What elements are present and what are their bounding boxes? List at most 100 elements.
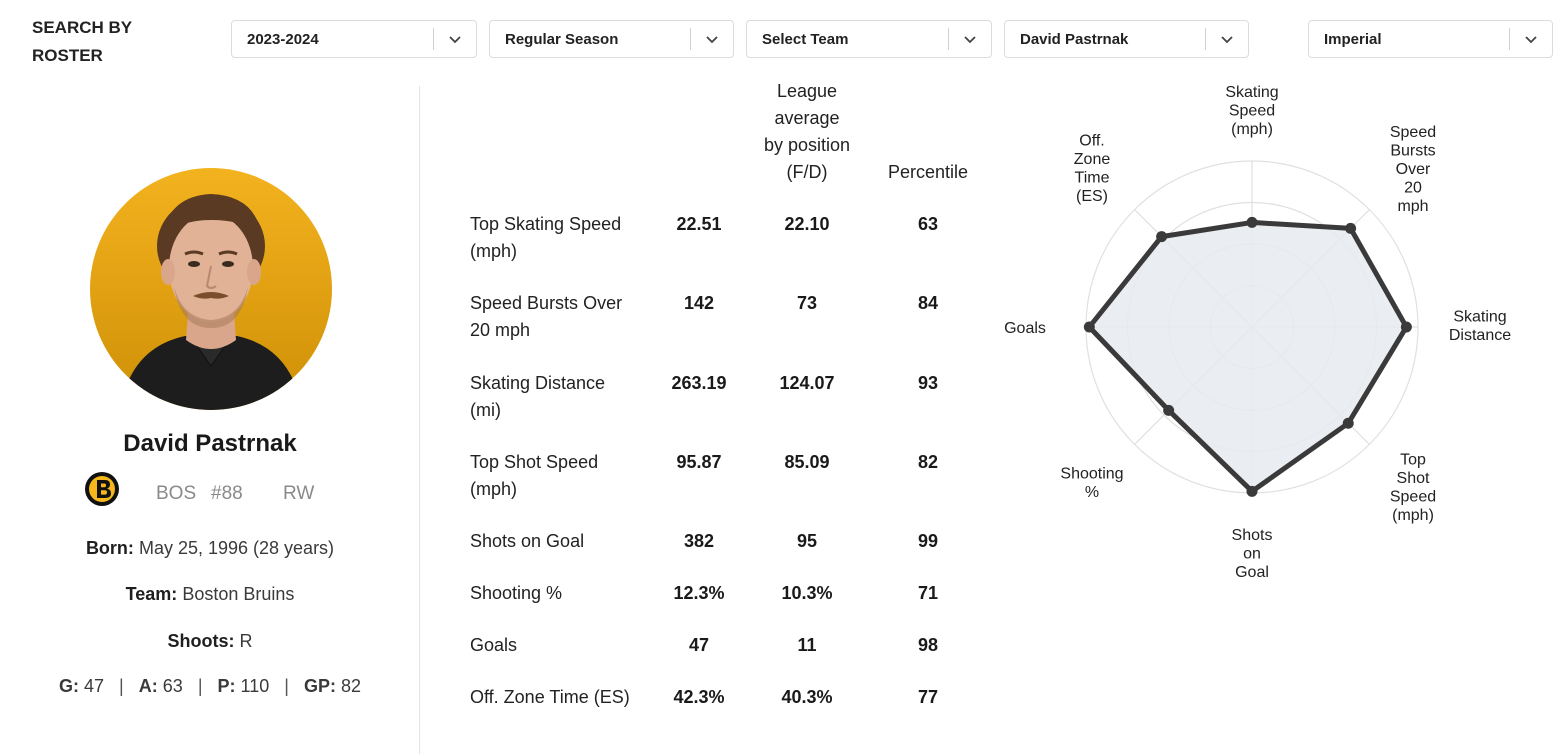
table-row-label: Top Skating Speed (mph) (470, 211, 660, 265)
radar-axis-label-line: Off. (1079, 133, 1105, 150)
table-row-label-line: Off. Zone Time (ES) (470, 687, 630, 707)
table-row-label-line: Top Shot Speed (470, 452, 599, 472)
player-select-value: David Pastrnak (1020, 30, 1129, 48)
season-select[interactable]: 2023-2024 (231, 20, 477, 58)
percentile-cell: 63 (917, 214, 939, 234)
season-type-select[interactable]: Regular Season (489, 20, 734, 58)
assists-value: 63 (162, 676, 183, 696)
table-row-label: Shots on Goal (470, 528, 660, 555)
dropdown-separator (948, 28, 949, 50)
radar-axis-label-line: Shot (1397, 470, 1430, 487)
player-headshot-image (90, 168, 332, 410)
radar-axis-label-line: mph (1397, 198, 1428, 215)
radar-data-polygon (1086, 219, 1409, 494)
chevron-down-icon[interactable] (949, 21, 991, 57)
table-row-label: Shooting % (470, 580, 660, 607)
table-row-label-line: (mph) (470, 241, 518, 261)
goals-value: 47 (84, 676, 105, 696)
table-row-label-line: 20 mph (470, 320, 531, 340)
season-stats-summary: G: 47 | A: 63 | P: 110 | GP: 82 (0, 676, 420, 697)
radar-data-point (1163, 404, 1175, 416)
league-average-cell: 124.07 (779, 373, 835, 393)
radar-axis-label-line: (ES) (1076, 188, 1108, 205)
shoots-info: Shoots: R (0, 631, 420, 652)
stat-separator: | (119, 676, 124, 696)
radar-data-point (1156, 231, 1168, 243)
radar-data-point (1345, 222, 1357, 234)
table-row-label-line: Shots on Goal (470, 531, 585, 551)
team-select[interactable]: Select Team (746, 20, 992, 58)
league-average-cell: 11 (797, 635, 817, 655)
team-value: Boston Bruins (182, 584, 295, 604)
table-row-label-line: (mph) (470, 479, 518, 499)
points-label: P: (217, 676, 236, 696)
percentile-cell: 77 (917, 687, 939, 707)
radar-axis-label: Goals (1004, 320, 1046, 337)
radar-axis-label-line: Shots (1232, 527, 1273, 544)
shoots-label: Shoots: (167, 631, 235, 651)
radar-data-point (1342, 417, 1354, 429)
chevron-down-icon[interactable] (1510, 21, 1552, 57)
league-average-cell: 10.3% (781, 583, 833, 603)
table-row-label-line: Skating Distance (470, 373, 606, 393)
player-name: David Pastrnak (123, 430, 297, 457)
units-select[interactable]: Imperial (1308, 20, 1553, 58)
radar-axis-label: Speed Bursts Over 20 mph (1390, 124, 1436, 215)
chevron-down-icon[interactable] (434, 21, 476, 57)
radar-chart: Skating Speed (mph) Speed Bursts Over 20 mphSka… (1004, 84, 1511, 581)
radar-axis-label-line: Speed (1390, 124, 1436, 141)
stat-separator: | (197, 676, 203, 696)
radar-axis-label-line: % (1085, 484, 1099, 501)
section-divider (419, 86, 420, 754)
radar-data-point (1083, 321, 1095, 333)
radar-axis-label-line: on (1243, 546, 1261, 563)
radar-axis-label-line: Zone (1074, 151, 1111, 168)
radar-axis-label-line: Over (1396, 161, 1431, 178)
season-select-value: 2023-2024 (247, 30, 319, 48)
player-position: RW (283, 483, 315, 504)
radar-axis-label-line: Time (1075, 170, 1110, 187)
player-value-cell: 263.19 (671, 373, 727, 393)
table-row-label: Skating Distance (mi) (470, 370, 660, 424)
radar-axis-label-line: Skating (1225, 84, 1278, 101)
player-value-cell: 142 (683, 293, 715, 313)
player-select[interactable]: David Pastrnak (1004, 20, 1249, 58)
radar-axis-label-line: (mph) (1392, 507, 1434, 524)
radar-data-point (1246, 485, 1258, 497)
radar-data-point (1400, 321, 1412, 333)
player-value-cell: 22.51 (676, 214, 722, 234)
radar-axis-label-line: Goal (1235, 564, 1269, 581)
table-row-label: Off. Zone Time (ES) (470, 684, 660, 711)
table-row-label-line: Speed Bursts Over (470, 293, 623, 313)
chevron-down-icon[interactable] (1206, 21, 1248, 57)
league-average-cell: 95 (796, 531, 818, 551)
radar-axis-label-line: Goals (1004, 320, 1046, 337)
bruins-logo-icon (84, 471, 120, 507)
radar-axis-label-line: Bursts (1390, 143, 1435, 160)
team-abbreviation: BOS (156, 483, 197, 504)
goals-label: G: (58, 676, 79, 696)
points-value: 110 (240, 676, 270, 696)
table-row-label-line: Goals (470, 635, 518, 655)
table-row-label: Speed Bursts Over 20 mph (470, 290, 660, 344)
radar-axis-label-line: Skating (1453, 309, 1506, 326)
percentile-cell: 71 (917, 583, 939, 603)
chevron-down-icon[interactable] (691, 21, 733, 57)
player-value-cell: 95.87 (676, 452, 722, 472)
table-row-label-line: Top Skating Speed (470, 214, 622, 234)
team-info: Team: Boston Bruins (0, 584, 420, 605)
table-row-label: Top Shot Speed (mph) (470, 449, 660, 503)
percentile-cell: 98 (917, 635, 939, 655)
stat-separator: | (284, 676, 289, 696)
player-value-cell: 47 (688, 635, 710, 655)
percentile-header: Percentile (887, 162, 969, 182)
dropdown-separator (433, 28, 434, 50)
shoots-value: R (239, 631, 253, 651)
percentile-cell: 99 (917, 531, 939, 551)
radar-axis-label-line: Speed (1229, 103, 1275, 120)
league-average-cell: 85.09 (784, 452, 830, 472)
radar-axis-label-line: Shooting (1060, 466, 1123, 483)
percentile-cell: 82 (917, 452, 939, 472)
games-played-value: 82 (340, 676, 362, 696)
league-average-header: League average by position (F/D) (763, 81, 851, 182)
